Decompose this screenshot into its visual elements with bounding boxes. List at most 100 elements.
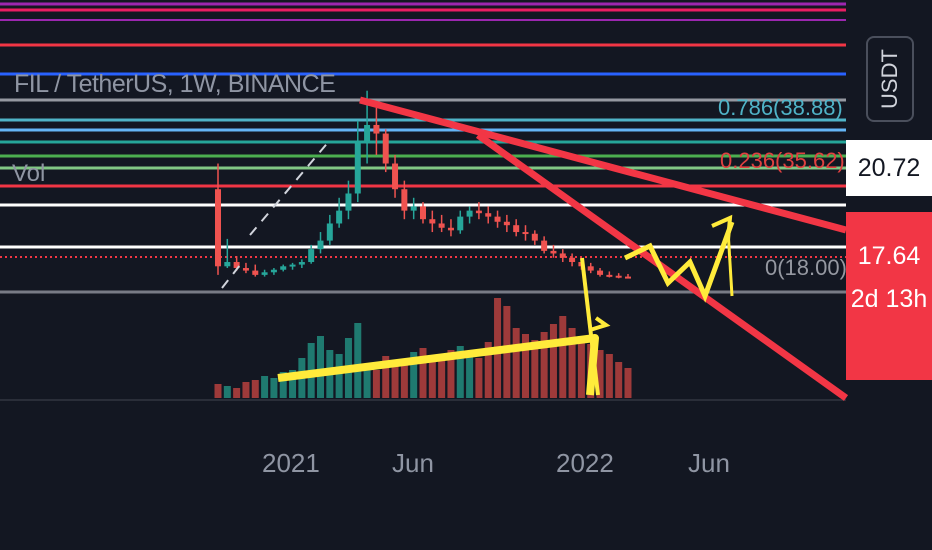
candle-body [242,268,249,271]
candle-body [354,142,361,194]
volume-bar [261,376,269,398]
candle-body [289,264,296,267]
volume-bar [512,328,520,398]
volume-bar [382,356,390,398]
volume-bar [484,342,492,398]
candle-body [429,219,436,224]
candle-body [336,210,343,224]
candle-body [485,213,492,217]
trendline-upper [359,96,847,234]
volume-bar [279,372,287,398]
candle-body [308,249,315,263]
volume-bar [428,360,436,398]
projection-dash-low [221,264,241,289]
candle-body [457,216,464,231]
candle-body [420,206,426,220]
candle-body [252,270,259,275]
volume-bar [410,352,418,398]
candle-body [401,189,408,211]
candle-body [550,250,557,254]
volume-bar [615,362,623,398]
candle-body [494,216,501,222]
volume-bar [540,332,548,398]
time-axis-tick: 2021 [262,448,320,478]
volume-bar [317,336,324,398]
candle-body [587,266,594,271]
volume-bar [289,370,297,398]
volume-bar [242,382,250,398]
candle-body [326,223,333,241]
volume-bar [577,336,585,398]
candle-body [392,163,399,190]
candle-body [522,232,529,235]
time-axis-tick: Jun [688,448,730,478]
candle-body [224,262,231,267]
candle-body [317,240,324,250]
volume-bar [233,388,241,398]
volume-bar [456,346,464,398]
fib-level-label: 0(18.00) [765,255,847,280]
price-path-annotation [623,221,735,303]
symbol-title[interactable]: FIL / TetherUS, 1W, BINANCE [14,70,336,98]
candle-body [541,240,548,251]
volume-trend-annotation [277,334,599,396]
volume-arrow-head [589,316,611,332]
volume-bar [447,350,455,398]
candle-body [233,262,240,269]
candle-body [373,124,380,134]
volume-bar [438,356,446,398]
candle-body [615,275,622,278]
volume-bar [549,324,557,398]
volume-bar [335,354,343,398]
volume-bar [251,380,259,398]
volume-bar [270,378,278,398]
candle-body [569,257,576,263]
candle-body [559,253,566,258]
time-axis-tick: Jun [392,448,434,478]
candle-body [270,269,277,273]
volume-bar [354,323,362,398]
time-axis-tick: 2022 [556,448,614,478]
candle-body [503,221,510,226]
volume-bar [223,386,231,398]
candle-body [438,223,445,228]
volume-arrow-stem [580,257,600,396]
candle-body [531,233,538,241]
currency-unit-button[interactable]: USDT [866,36,914,122]
level-price-tag: 20.72 [846,140,932,196]
volume-bar [391,362,399,398]
candle-body [513,225,520,233]
price-path-arrow-stem [726,229,734,297]
candle-body [280,266,287,270]
candle-body [625,276,631,279]
volume-label[interactable]: Vol [12,160,46,187]
volume-bar [419,348,427,398]
volume-bar [522,334,529,398]
volume-bar [605,354,613,398]
bar-countdown: 2d 13h [850,285,928,313]
candle-body [410,206,417,211]
candle-body [475,210,482,214]
fib-level-label: 0.786(38.88) [718,95,843,120]
volume-bar [363,368,371,398]
volume-bar [372,370,380,398]
last-price-value: 17.64 [857,242,921,270]
candle-body [298,262,305,265]
volume-bar [596,350,604,398]
volume-bar [531,340,539,398]
projection-dash-high [249,139,331,236]
volume-bar [624,368,632,398]
candle-body [597,270,604,275]
volume-bar [559,316,567,398]
candle-body [382,133,389,164]
fib-level-label: 0.236(35.62) [720,148,845,173]
candle-body [606,274,613,277]
candle-body [447,227,454,231]
candle-body [215,189,221,267]
currency-label: USDT [877,49,902,109]
candle-body [345,193,352,211]
last-price-tag: 17.64 2d 13h [846,212,932,380]
volume-bar [400,364,408,398]
